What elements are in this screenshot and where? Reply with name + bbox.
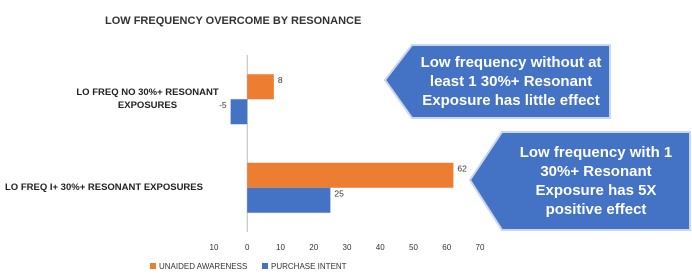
legend-swatch [150,263,156,269]
callout: Low frequency without at least 1 30%+ Re… [420,54,602,109]
bar [247,74,274,100]
x-tick-label: 50 [409,243,418,252]
x-tick-label: 30 [343,243,352,252]
value-label: 8 [278,75,283,85]
callout: Low frequency with 1 30%+ Resonant Expos… [519,144,673,218]
x-tick-label: 0 [245,243,250,252]
callout-arrow [383,44,611,119]
category-label: LO FREQ I+ 30%+ RESONANT EXPOSURES [5,182,203,194]
bar [247,162,454,188]
legend-label: PURCHASE INTENT [271,262,347,271]
x-tick-label: 10 [276,243,285,252]
callout-text: Low frequency without at least 1 30%+ Re… [420,54,602,109]
x-tick-label: 70 [476,243,485,252]
legend-swatch [262,263,268,269]
bar [230,99,248,125]
category-label: LO FREQ NO 30%+ RESONANT EXPOSURES [76,87,219,112]
y-tick-label: LO FREQ I+ 30%+ RESONANT EXPOSURES [5,182,203,194]
value-label: -5 [219,100,227,110]
x-tick-label: 60 [442,243,451,252]
value-label: 62 [457,164,467,174]
callout-text: Low frequency with 1 30%+ Resonant Expos… [519,144,673,218]
callout-arrow [468,131,691,231]
x-tick-label: 10 [210,243,219,252]
chart-title: LOW FREQUENCY OVERCOME BY RESONANCE [105,15,361,27]
y-tick-label: LO FREQ NO 30%+ RESONANT EXPOSURES [76,87,219,112]
x-tick-label: 40 [376,243,385,252]
value-label: 25 [334,189,344,199]
legend-label: UNAIDED AWARENESS [159,262,247,271]
x-tick-label: 20 [309,243,318,252]
bar [247,187,331,213]
